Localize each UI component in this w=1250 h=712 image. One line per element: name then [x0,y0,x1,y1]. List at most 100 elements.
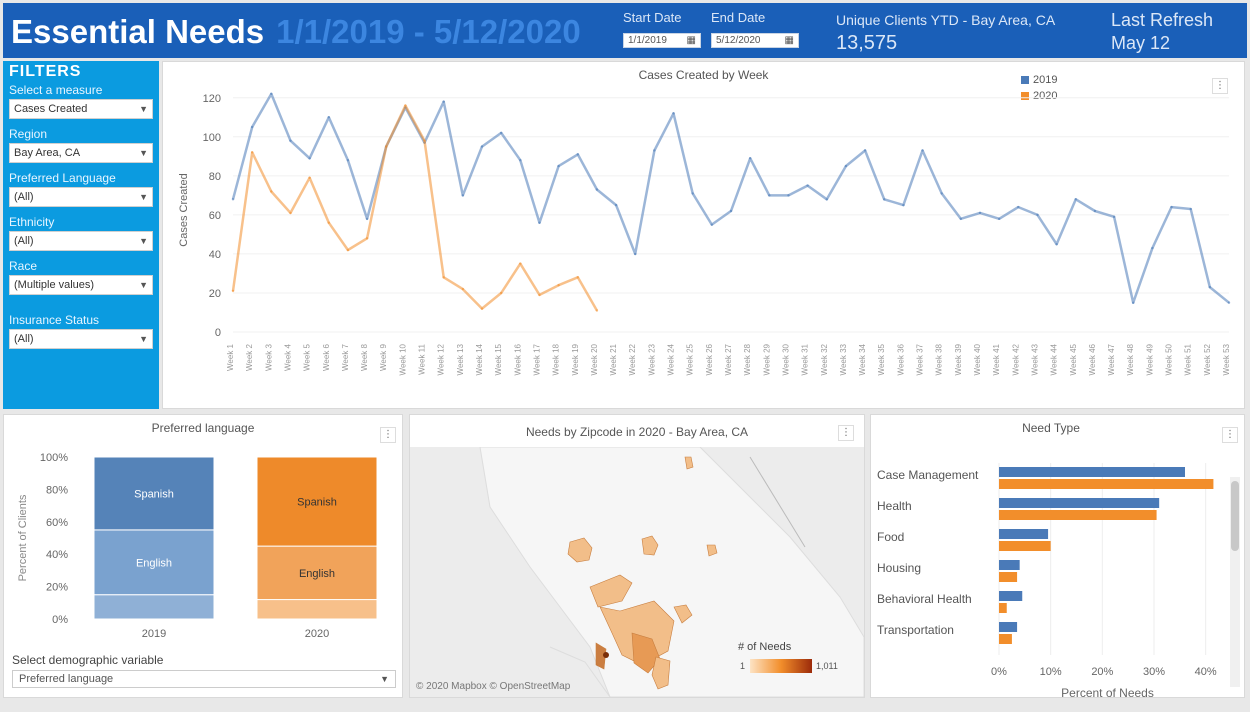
data-point [576,276,579,279]
start-date-input[interactable]: 1/1/2019 ▦ [623,33,701,48]
insurance-select[interactable]: (All) ▼ [9,329,153,349]
segment-label: English [136,557,172,569]
x-tick-label: Week 2 [245,343,254,371]
zipcode-region[interactable] [641,535,659,556]
demographic-select[interactable]: Preferred language ▼ [12,670,396,688]
zipcode-region[interactable] [589,574,633,608]
end-date-input[interactable]: 5/12/2020 ▦ [711,33,799,48]
filter-value: Bay Area, CA [14,147,81,159]
map-legend-min: 1 [740,661,746,671]
x-tick-label: Week 11 [418,343,427,374]
data-point [499,291,503,295]
x-tick-label: Week 25 [686,343,695,375]
legend-swatch [1021,92,1029,101]
filter-insurance: Insurance Status (All) ▼ [9,313,153,349]
zipcode-region[interactable] [673,604,693,624]
data-point [480,307,484,310]
demographic-label: Select demographic variable [12,653,164,667]
data-point [365,217,369,220]
hotspot[interactable] [603,652,609,658]
unique-clients-value: 13,575 [836,32,898,54]
x-tick-label: Week 46 [1088,343,1097,375]
filter-label: Preferred Language [9,171,116,185]
x-tick-label: Week 20 [590,343,599,375]
chevron-down-icon: ▼ [139,334,148,344]
data-point [538,293,541,297]
x-tick-label: Week 3 [264,343,273,371]
x-tick-label: Week 33 [839,343,848,375]
y-tick-label: 60 [209,210,221,222]
bar-2019 [999,529,1049,539]
map-title: Needs by Zipcode in 2020 - Bay Area, CA [525,425,749,439]
cases-line-chart-panel: Cases Created by Week ⋮ 2019 2020 0 20 40 6… [162,61,1245,409]
scrollbar[interactable] [1230,477,1240,687]
category-label: Behavioral Health [877,592,972,606]
language-chart-panel: Preferred language ⋮ 100% 80% 60% 40% 20% 0% P… [3,414,403,698]
data-point [519,262,522,265]
zipcode-region[interactable] [567,537,593,563]
line-chart-title: Cases Created by Week [638,68,769,82]
y-tick-label: 80% [46,484,68,496]
data-point [844,164,848,168]
legend-label: 2020 [1033,90,1058,102]
y-tick-label: 0 [215,327,221,339]
bar-2019 [999,498,1160,508]
zipcode-region[interactable] [684,456,694,470]
more-icon[interactable]: ⋮ [1212,78,1228,94]
region-select[interactable]: Bay Area, CA ▼ [9,143,153,163]
x-tick-label: Week 9 [379,343,388,371]
more-icon[interactable]: ⋮ [1222,427,1238,443]
needs-map-panel: Needs by Zipcode in 2020 - Bay Area, CA … [409,414,865,698]
data-point [634,252,637,256]
zipcode-regions[interactable] [567,456,718,690]
data-point [1017,205,1020,209]
data-point [308,176,311,179]
x-tick-label: Week 14 [475,343,484,375]
y-tick-label: 120 [203,93,221,105]
measure-select[interactable]: Cases Created ▼ [9,99,153,119]
filter-measure: Select a measure Cases Created ▼ [9,83,153,119]
chevron-down-icon: ▼ [139,236,148,246]
data-point [250,125,254,129]
x-tick-label: Week 48 [1126,343,1135,375]
x-tick-label: Week 16 [513,343,522,375]
segment-label: Spanish [134,488,174,500]
chevron-down-icon: ▼ [139,192,148,202]
data-point [902,203,905,207]
more-icon[interactable]: ⋮ [838,425,854,441]
zipcode-region[interactable] [651,656,671,690]
filter-value: (All) [14,235,34,247]
data-point [997,217,1001,220]
bar-segment-other [93,594,215,620]
scrollbar-thumb[interactable] [1231,481,1239,551]
data-point [1055,242,1058,246]
zipcode-region[interactable] [706,544,718,557]
data-point [327,116,330,119]
x-tick-label: Week 39 [954,343,963,375]
x-axis-label: Percent of Needs [1061,686,1154,699]
map-svg[interactable] [410,447,864,697]
legend-item-2020[interactable]: 2020 [1021,90,1057,102]
map-legend-gradient [750,659,812,673]
data-point [538,221,541,224]
bar-2020 [999,634,1012,644]
data-point [691,192,694,195]
data-point [595,188,599,191]
category-label: Housing [877,561,921,575]
data-point [442,100,445,103]
x-tick-label: Week 37 [916,343,925,375]
language-select[interactable]: (All) ▼ [9,187,153,207]
x-tick-label: Week 22 [628,343,637,375]
more-icon[interactable]: ⋮ [380,427,396,443]
race-select[interactable]: (Multiple values) ▼ [9,275,153,295]
x-tick-label: Week 45 [1069,343,1078,375]
y-tick-label: 60% [46,517,68,529]
data-point [978,211,982,215]
category-label: Health [877,499,912,513]
data-point [653,149,656,152]
legend-item-2019[interactable]: 2019 [1021,74,1057,86]
zipcode-region[interactable] [595,642,607,670]
ethnicity-select[interactable]: (All) ▼ [9,231,153,251]
data-point [1151,246,1154,250]
y-tick-label: 100 [203,132,221,144]
